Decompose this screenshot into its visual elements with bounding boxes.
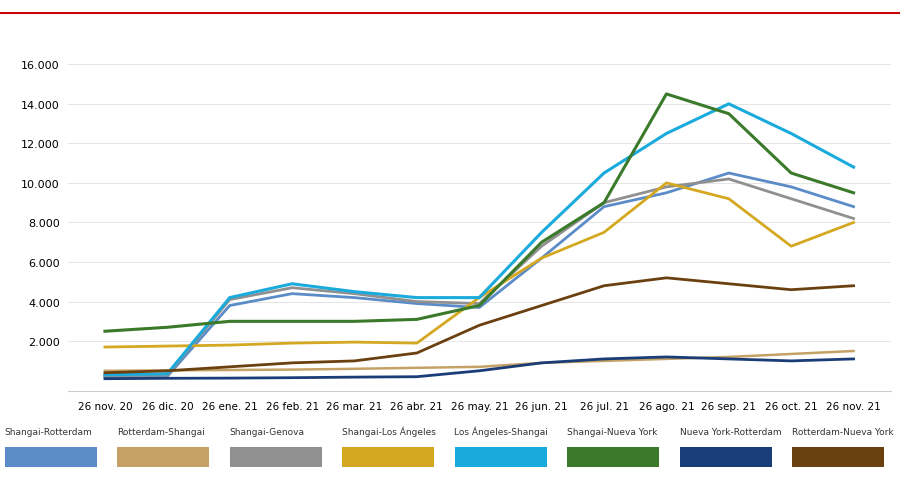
Text: Shangai-Nueva York: Shangai-Nueva York bbox=[567, 427, 657, 436]
FancyBboxPatch shape bbox=[567, 447, 659, 467]
Text: Rotterdam-Shangai: Rotterdam-Shangai bbox=[117, 427, 205, 436]
FancyBboxPatch shape bbox=[230, 447, 322, 467]
FancyBboxPatch shape bbox=[792, 447, 884, 467]
Text: Rotterdam-Nueva York: Rotterdam-Nueva York bbox=[792, 427, 894, 436]
Text: Evolución de los fletes en las principales rutas marítimas internacionales (en $: Evolución de los fletes en las principal… bbox=[174, 26, 726, 40]
Text: Los Ángeles-Shangai: Los Ángeles-Shangai bbox=[454, 425, 548, 436]
Text: Shangai-Rotterdam: Shangai-Rotterdam bbox=[4, 427, 92, 436]
FancyBboxPatch shape bbox=[342, 447, 434, 467]
Text: Shangai-Genova: Shangai-Genova bbox=[230, 427, 304, 436]
FancyBboxPatch shape bbox=[680, 447, 772, 467]
Text: Nueva York-Rotterdam: Nueva York-Rotterdam bbox=[680, 427, 781, 436]
FancyBboxPatch shape bbox=[454, 447, 547, 467]
FancyBboxPatch shape bbox=[117, 447, 209, 467]
Text: Shangai-Los Ángeles: Shangai-Los Ángeles bbox=[342, 425, 436, 436]
FancyBboxPatch shape bbox=[4, 447, 97, 467]
